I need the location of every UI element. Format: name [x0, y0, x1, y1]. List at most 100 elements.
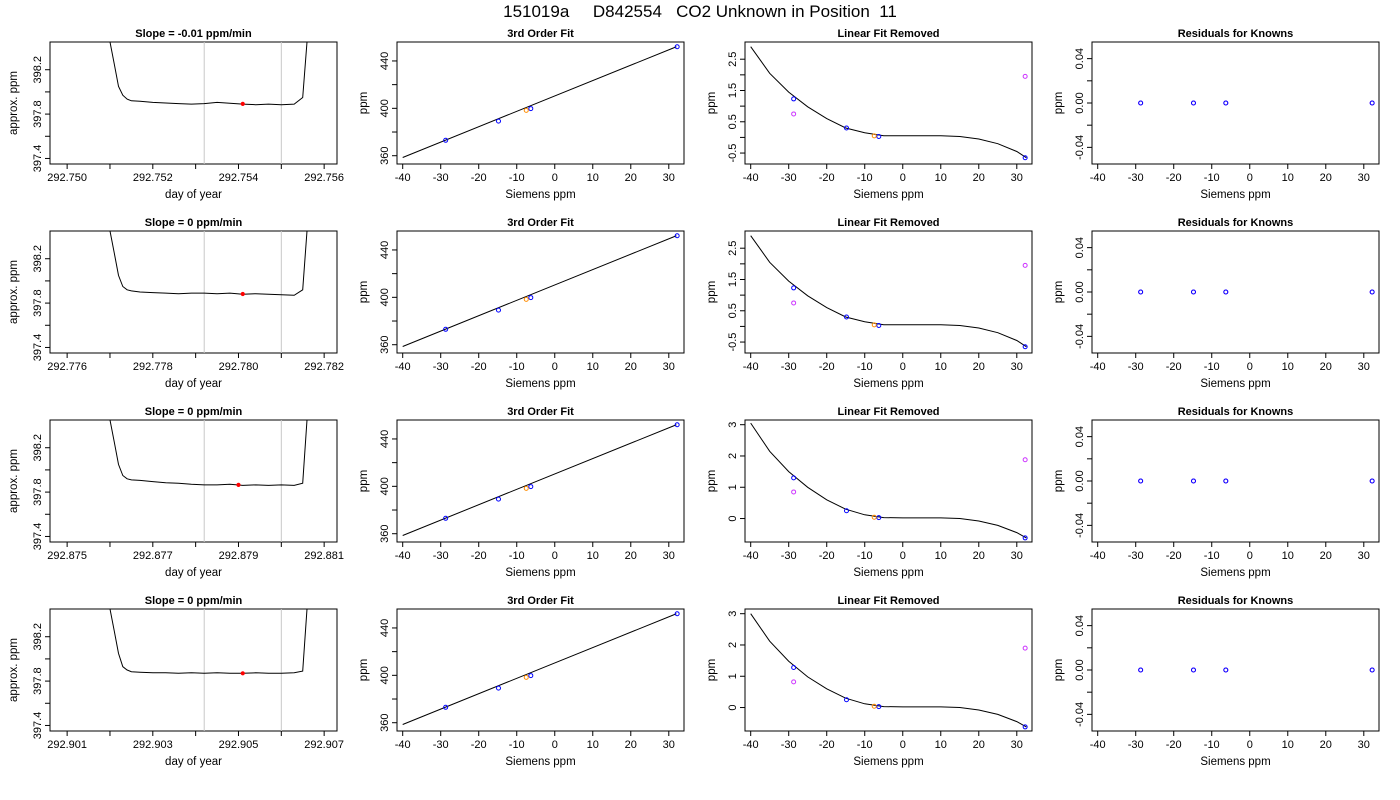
y-tick-label: 2 [727, 453, 739, 459]
x-tick-label: -30 [781, 172, 797, 184]
known-standard-point [528, 673, 534, 679]
plot-frame [49, 608, 338, 732]
known-standard-point [528, 484, 534, 490]
x-tick-label: 0 [900, 361, 906, 373]
y-axis-label: ppm [1053, 92, 1065, 114]
x-tick-label: 292.782 [304, 361, 344, 373]
y-axis-label: ppm [1053, 281, 1065, 303]
x-tick-label: -40 [1090, 739, 1106, 751]
y-tick-label: 2.5 [727, 241, 739, 256]
x-tick-label: 292.879 [219, 550, 259, 562]
mean-marker [240, 101, 245, 106]
residual-point-overlay [1138, 289, 1144, 295]
concentration-trace [109, 42, 308, 106]
y-tick-label: 0 [727, 515, 739, 521]
x-tick-label: 20 [973, 739, 985, 751]
x-axis-label: Siemens ppm [505, 756, 575, 768]
plot-frame [396, 608, 685, 732]
x-tick-label: 292.780 [219, 361, 259, 373]
y-tick-label: 360 [379, 336, 391, 354]
residual-point-overlay [1138, 667, 1144, 673]
x-tick-label: 20 [973, 361, 985, 373]
x-tick-label: -40 [1090, 361, 1106, 373]
x-tick-label: -30 [433, 172, 449, 184]
unknown-sample-point [871, 133, 877, 139]
x-tick-label: 30 [663, 172, 675, 184]
y-tick-label: 0.00 [1074, 92, 1086, 113]
y-tick-label: 398.2 [32, 434, 44, 462]
x-tick-label: -10 [1204, 550, 1220, 562]
x-tick-label: -20 [819, 172, 835, 184]
y-tick-label: 397.8 [32, 478, 44, 506]
linear-check-point [791, 111, 797, 117]
chart-panel-residuals-row-1: Residuals for Knowns -40 -30 -20 -10 0 10 20 30 -… [1053, 28, 1380, 201]
linear-check-point [1022, 457, 1028, 463]
known-standard-point [443, 515, 449, 521]
x-axis-label: Siemens ppm [853, 378, 923, 390]
x-tick-label: 10 [1282, 361, 1294, 373]
y-axis-label: approx. ppm [8, 260, 20, 324]
x-tick-label: -20 [1166, 172, 1182, 184]
known-standard-point [495, 118, 501, 124]
panel-title: Slope = 0 ppm/min [145, 595, 243, 607]
x-tick-label: 30 [1011, 361, 1023, 373]
y-tick-label: -0.04 [1074, 135, 1086, 160]
x-tick-label: 0 [1247, 361, 1253, 373]
x-tick-label: 20 [1320, 739, 1332, 751]
x-tick-label: 292.905 [219, 739, 259, 751]
y-axis-label: ppm [706, 92, 718, 114]
plot-frame [744, 608, 1033, 732]
y-tick-label: 398.2 [32, 56, 44, 84]
residual-point-overlay [1223, 100, 1229, 106]
x-tick-label: 10 [1282, 550, 1294, 562]
known-standard-point [791, 475, 797, 481]
chart-panel-residuals-row-2: Residuals for Knowns -40 -30 -20 -10 0 10 20 30 -… [1053, 217, 1380, 390]
x-axis-label: Siemens ppm [505, 189, 575, 201]
y-tick-label: 397.8 [32, 667, 44, 695]
y-tick-label: 3 [727, 422, 739, 428]
y-tick-label: 397.8 [32, 289, 44, 317]
plot-frame [49, 230, 338, 354]
chart-panel-time-trace-row-3: Slope = 0 ppm/min 292.875 292.877 292.879 29… [8, 406, 344, 579]
known-standard-point [495, 496, 501, 502]
x-tick-label: -30 [433, 739, 449, 751]
x-tick-label: -30 [1128, 739, 1144, 751]
x-tick-label: -40 [1090, 550, 1106, 562]
x-tick-label: 292.903 [133, 739, 173, 751]
unknown-sample-point [523, 485, 529, 491]
x-tick-label: 0 [552, 361, 558, 373]
panel-title: Residuals for Knowns [1178, 406, 1294, 418]
plot-frame [1091, 41, 1380, 165]
panel-title: Linear Fit Removed [837, 217, 939, 229]
y-tick-label: 1 [727, 484, 739, 490]
known-standard-point [528, 106, 534, 112]
residual-point-overlay [1369, 289, 1375, 295]
y-tick-label: 400 [379, 477, 391, 495]
plot-area [750, 613, 1028, 730]
plot-area [750, 422, 1028, 541]
unknown-sample-point [523, 296, 529, 302]
x-tick-label: 10 [587, 550, 599, 562]
plot-area [109, 231, 308, 353]
y-tick-label: -0.04 [1074, 324, 1086, 349]
panel-title: 3rd Order Fit [507, 217, 574, 229]
plot-frame [396, 41, 685, 165]
x-tick-label: -20 [1166, 550, 1182, 562]
known-standard-point [843, 697, 849, 703]
x-tick-label: -10 [857, 550, 873, 562]
known-standard-point [791, 285, 797, 291]
x-tick-label: 30 [1358, 361, 1370, 373]
x-tick-label: -10 [857, 172, 873, 184]
chart-panel-time-trace-row-2: Slope = 0 ppm/min 292.776 292.778 292.780 29… [8, 217, 344, 390]
x-tick-label: 10 [587, 739, 599, 751]
x-tick-label: 20 [1320, 361, 1332, 373]
y-tick-label: 397.4 [32, 334, 44, 362]
y-tick-label: 360 [379, 147, 391, 165]
chart-panel-3rd-order-fit-row-2: 3rd Order Fit -40 -30 -20 -10 0 10 20 30 360 400 44… [358, 217, 685, 390]
panel-title: Residuals for Knowns [1178, 595, 1294, 607]
plot-area [750, 46, 1028, 161]
x-tick-label: 20 [625, 361, 637, 373]
y-tick-label: 0.00 [1074, 281, 1086, 302]
x-tick-label: -40 [743, 172, 759, 184]
